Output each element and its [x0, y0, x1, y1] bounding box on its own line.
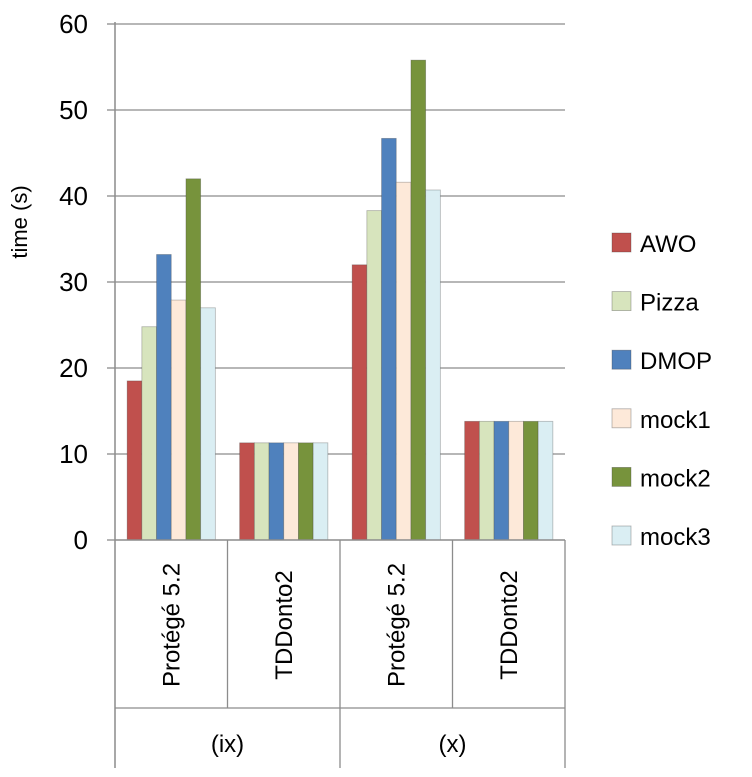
bar-AWO-0	[126, 380, 143, 541]
bar-DMOP-3	[493, 420, 510, 541]
category-label: Protégé 5.2	[158, 563, 185, 687]
y-tick-label: 60	[59, 9, 88, 39]
y-axis-label: time (s)	[7, 185, 32, 258]
bar-mock1-0	[170, 299, 187, 541]
y-tick-label: 50	[59, 95, 88, 125]
category-labels: Protégé 5.2 TDDonto2 Protégé 5.2 TDDonto2	[158, 563, 523, 687]
legend-label-DMOP: DMOP	[640, 348, 712, 375]
legend-label-mock1: mock1	[640, 407, 711, 434]
bar-AWO-1	[239, 442, 255, 541]
y-tick-label: 40	[59, 181, 88, 211]
legend-label-mock3: mock3	[640, 524, 711, 551]
bar-mock1-1	[283, 442, 299, 541]
legend-swatch-mock1	[611, 408, 632, 429]
legend-label-Pizza: Pizza	[640, 290, 699, 317]
bar-mock3-3	[537, 420, 554, 541]
bar-Pizza-0	[141, 326, 157, 541]
bar-DMOP-1	[268, 442, 285, 541]
y-tick-label: 0	[74, 525, 88, 555]
bars	[126, 59, 554, 541]
legend-swatch-AWO	[611, 232, 632, 253]
y-tick-label: 20	[59, 353, 88, 383]
bar-mock3-1	[312, 442, 329, 541]
bar-DMOP-0	[156, 254, 172, 541]
group-labels: (ix) (x)	[211, 731, 467, 758]
bar-mock3-2	[425, 189, 441, 541]
bar-DMOP-2	[381, 137, 397, 541]
legend-swatch-mock3	[611, 525, 632, 546]
bar-mock2-1	[298, 442, 314, 541]
bar-mock1-2	[395, 181, 412, 541]
legend: AWO Pizza DMOP mock1 mock2 mock3	[611, 231, 712, 551]
y-tick-label: 30	[59, 267, 88, 297]
bar-mock3-0	[200, 307, 216, 541]
bar-mock1-3	[508, 420, 524, 541]
group-label: (x)	[439, 731, 467, 758]
category-label: Protégé 5.2	[383, 563, 410, 687]
y-tick-label: 10	[59, 439, 88, 469]
bar-AWO-3	[464, 420, 480, 541]
legend-swatch-DMOP	[611, 349, 632, 370]
category-label: TDDonto2	[271, 570, 298, 679]
bar-Pizza-1	[253, 442, 270, 541]
legend-label-mock2: mock2	[640, 465, 711, 492]
legend-swatch-Pizza	[611, 291, 632, 312]
group-label: (ix)	[211, 731, 244, 758]
bar-mock2-3	[523, 420, 539, 541]
bar-Pizza-2	[366, 210, 382, 541]
legend-swatch-mock2	[611, 466, 632, 487]
y-tick-labels: 0 10 20 30 40 50 60	[59, 9, 88, 555]
category-label: TDDonto2	[496, 570, 523, 679]
bar-Pizza-3	[478, 420, 495, 541]
axes	[107, 22, 566, 768]
legend-label-AWO: AWO	[640, 231, 696, 258]
bar-mock2-0	[185, 178, 202, 541]
bar-mock2-2	[410, 59, 427, 541]
bar-AWO-2	[351, 264, 368, 541]
